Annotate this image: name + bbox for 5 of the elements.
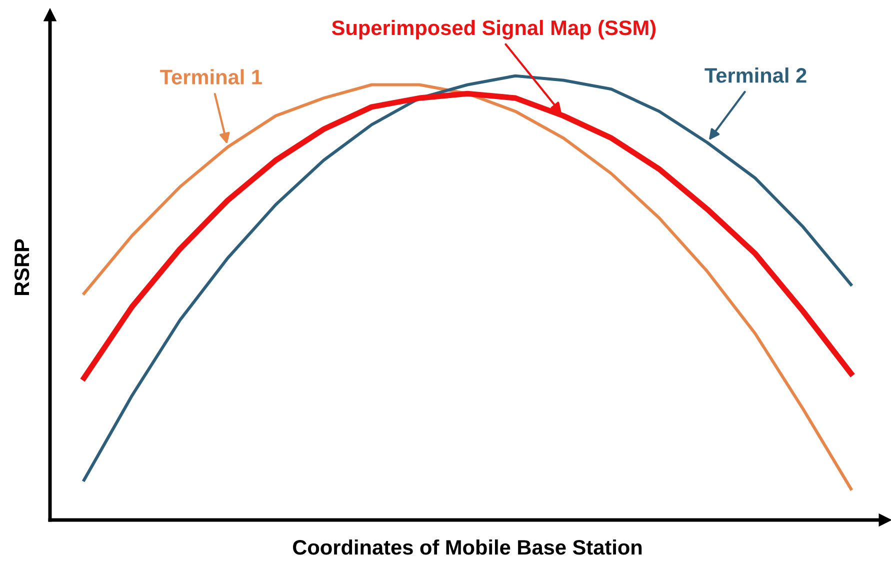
text: Terminal 2	[704, 67, 806, 83]
y-axis-title: RSRP	[14, 239, 30, 296]
series-label: Terminal 1	[160, 69, 262, 84]
x-axis-title: Coordinates of Mobile Base Station	[293, 539, 642, 555]
text: Superimposed Signal Map (SSM)	[332, 20, 656, 40]
